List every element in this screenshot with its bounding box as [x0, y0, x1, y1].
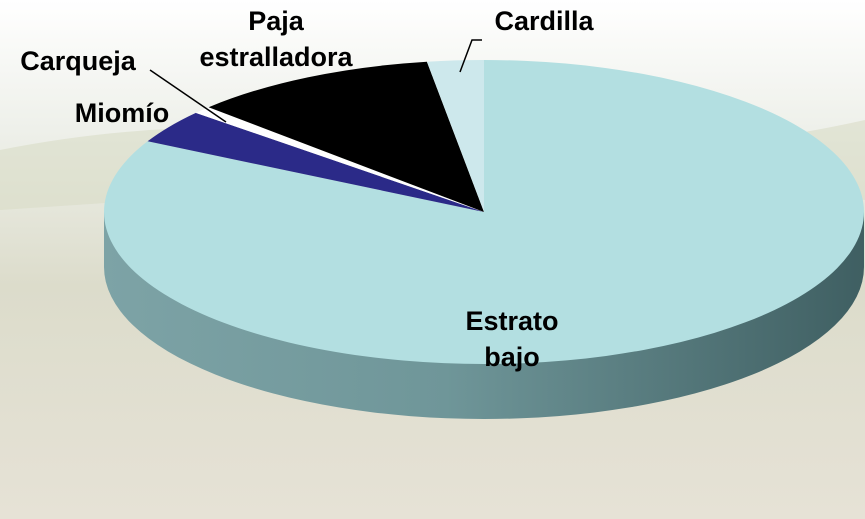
pie-slice — [195, 107, 484, 212]
pie-slice — [147, 112, 484, 212]
labels: Estrato bajo Miomío Carqueja Paja estrallador… — [20, 6, 594, 372]
slice-label: Cardilla — [494, 6, 594, 36]
pie-slice — [104, 60, 865, 364]
leader-line — [149, 69, 227, 123]
slices — [104, 60, 865, 364]
leader-line — [459, 39, 482, 73]
slice-label: Miomío — [75, 98, 170, 128]
slice-label: Carqueja — [20, 46, 137, 76]
pie-slice — [208, 61, 484, 213]
slice-label: Estrato bajo — [465, 306, 558, 372]
slice-label: Paja estralladora — [199, 6, 353, 72]
pie-slice — [426, 60, 484, 212]
